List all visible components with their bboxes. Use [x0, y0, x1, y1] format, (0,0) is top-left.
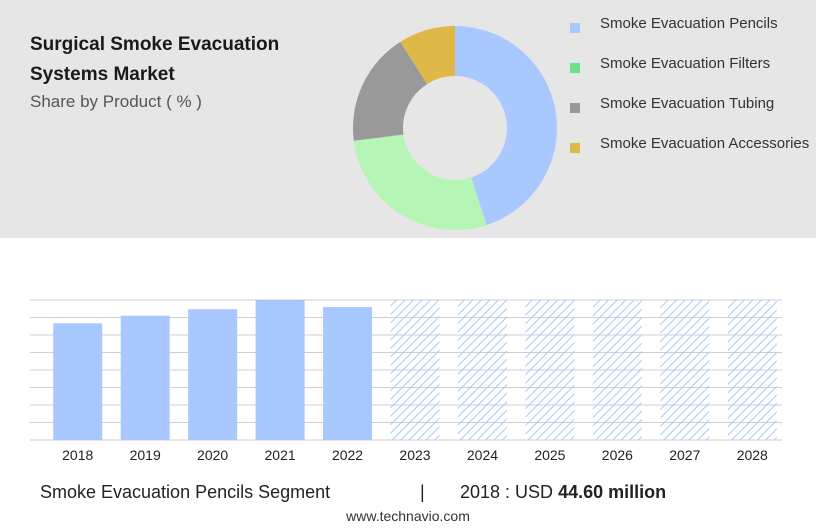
- x-tick-label-2022: 2022: [332, 447, 363, 463]
- chart-subtitle: Share by Product ( % ): [30, 92, 202, 111]
- legend-swatch-filters: [570, 63, 580, 73]
- bar-2020: [188, 309, 238, 440]
- footer-separator: |: [420, 482, 425, 502]
- footer-url: www.technavio.com: [346, 508, 470, 524]
- footer-value: 44.60 million: [558, 482, 667, 502]
- x-tick-label-2028: 2028: [737, 447, 768, 463]
- x-tick-label-2019: 2019: [130, 447, 161, 463]
- donut-slice-filters: [353, 134, 487, 230]
- legend-swatch-accessories: [570, 143, 580, 153]
- x-tick-label-2018: 2018: [62, 447, 93, 463]
- x-tick-label-2025: 2025: [534, 447, 565, 463]
- forecast-bar-2028: [727, 300, 777, 440]
- donut-slice-accessories: [400, 26, 455, 85]
- x-tick-label-2023: 2023: [399, 447, 430, 463]
- legend-swatch-tubing: [570, 103, 580, 113]
- bar-chart: 2018 2019 2020 2021 2022 2023 2024 2025 2026 2027…: [30, 299, 782, 463]
- legend-label-accessories: Smoke Evacuation Accessories: [600, 135, 810, 152]
- footer: Smoke Evacuation Pencils Segment | 2018 …: [40, 482, 800, 506]
- footer-year-value: 2018 : USD 44.60 million: [460, 482, 666, 503]
- bar-2021: [255, 300, 305, 440]
- donut-slice-tubing: [353, 41, 428, 141]
- x-tick-label-2024: 2024: [467, 447, 498, 463]
- legend-label-pencils: Smoke Evacuation Pencils: [600, 15, 778, 32]
- x-tick-label-2027: 2027: [669, 447, 700, 463]
- legend-swatch-pencils: [570, 23, 580, 33]
- forecast-bar-2027: [660, 300, 710, 440]
- x-tick-label-2021: 2021: [265, 447, 296, 463]
- donut-slice-pencils: [455, 26, 557, 226]
- legend-label-tubing: Smoke Evacuation Tubing: [600, 95, 775, 112]
- bar-2019: [120, 315, 170, 440]
- forecast-bar-2026: [592, 300, 642, 440]
- forecast-bar-2024: [457, 300, 507, 440]
- bar-2022: [323, 307, 373, 440]
- footer-segment-label: Smoke Evacuation Pencils Segment: [40, 482, 331, 502]
- footer-year-label: 2018 : USD: [460, 482, 554, 502]
- forecast-bar-2023: [390, 300, 440, 440]
- bar-2018: [53, 323, 103, 440]
- forecast-bar-2025: [525, 300, 575, 440]
- x-tick-label-2026: 2026: [602, 447, 633, 463]
- legend-label-filters: Smoke Evacuation Filters: [600, 55, 771, 72]
- x-tick-label-2020: 2020: [197, 447, 228, 463]
- donut-chart: [353, 26, 557, 230]
- chart-title: Surgical Smoke Evacuation Systems Market: [30, 34, 280, 85]
